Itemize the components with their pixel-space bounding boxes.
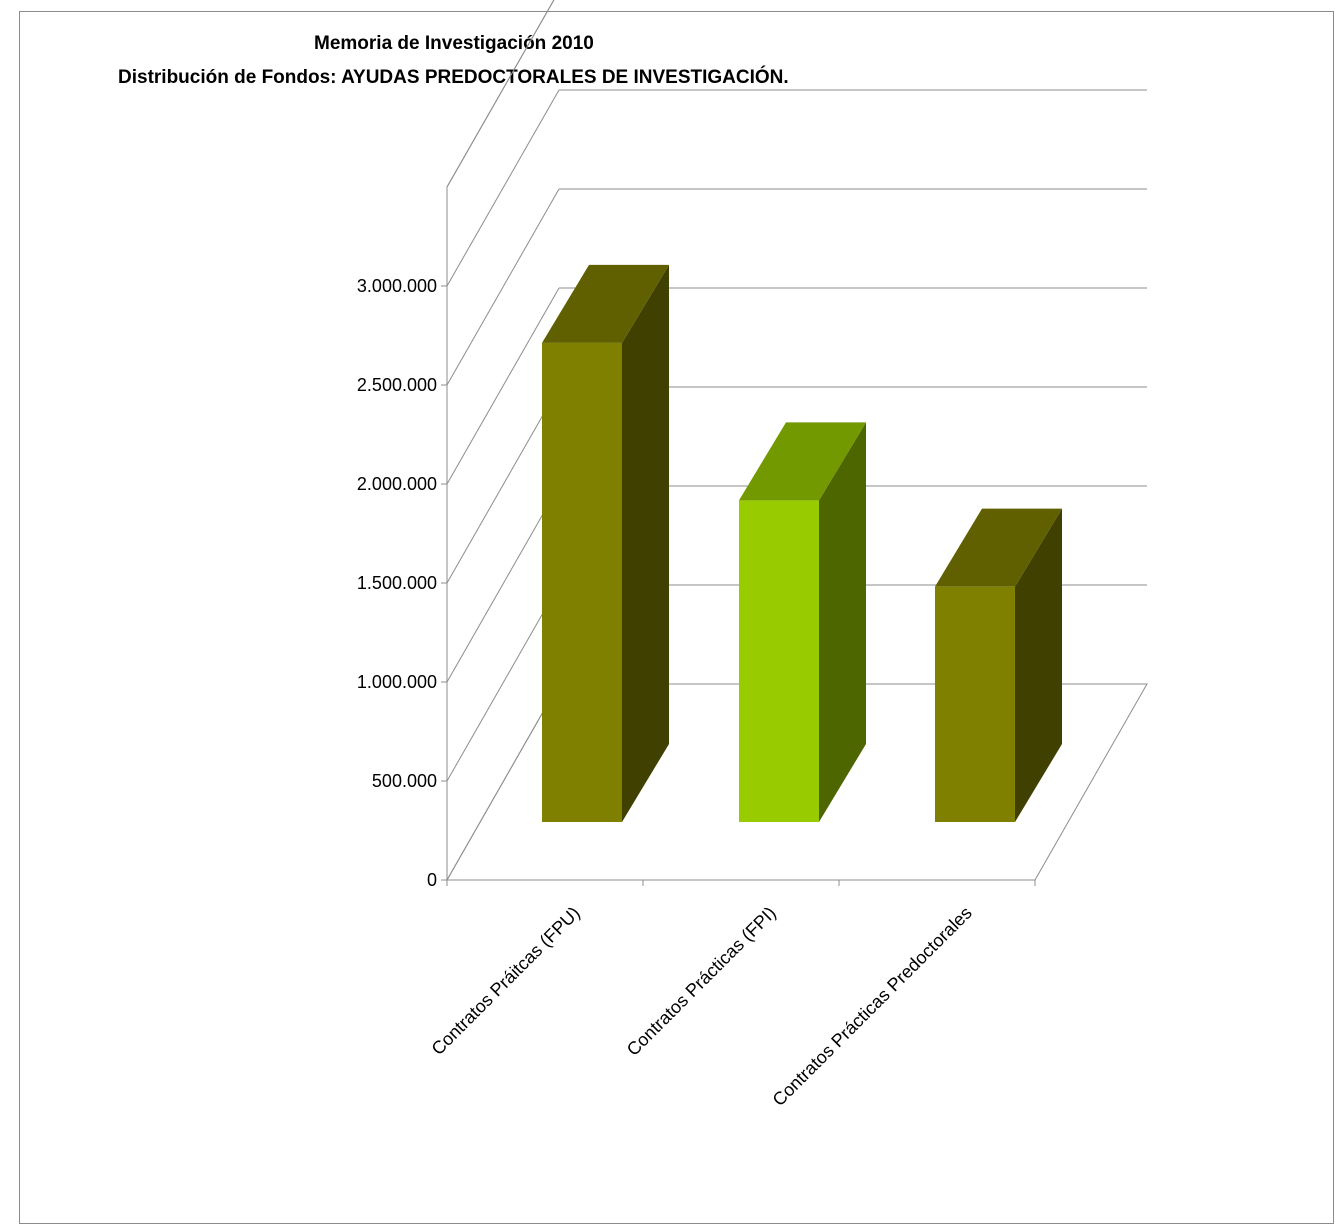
bar-top [739,422,866,501]
bar-front [739,500,819,822]
gridline-diagonal [446,188,560,386]
gridline-diagonal [446,683,560,881]
chart-subtitle: Distribución de Fondos: AYUDAS PREDOCTOR… [118,67,789,88]
x-axis-ticks: Contratos Práitcas (FPU) Contratos Prácti… [428,880,1036,1110]
bar-front [542,342,622,822]
gridline-diagonal [446,89,560,287]
gridline-diagonal [446,287,560,485]
gridline-diagonal [446,485,560,683]
chart-frame [19,11,1334,1224]
x-category-label: Contratos Práitcas (FPU) [428,903,584,1059]
y-tick-label: 0 [427,870,437,890]
bar-side [819,422,866,822]
bar-top [935,508,1062,587]
bar-side [622,264,669,822]
y-tick-label: 1.500.000 [357,573,437,593]
x-category-label: Contratos Prácticas (FPI) [623,903,780,1060]
x-category-label: Contratos Prácticas Predoctorales [769,903,976,1110]
chart-title: Memoria de Investigación 2010 [314,33,594,54]
bar-top [542,264,669,343]
y-tick-label: 500.000 [372,771,437,791]
bar-front [935,586,1015,822]
gridline-diagonal [446,584,560,782]
y-tick-label: 1.000.000 [357,672,437,692]
gridline-diagonal [446,386,560,584]
bars [542,264,1062,822]
gridline-diagonal [446,0,555,188]
bar-side [1015,508,1062,822]
y-tick-label: 3.000.000 [357,276,437,296]
y-tick-label: 2.000.000 [357,474,437,494]
y-tick-label: 2.500.000 [357,375,437,395]
y-axis-ticks: 0 500.000 1.000.000 1.500.000 2.000.000 2.500… [357,276,447,890]
gridline-diagonal [446,0,555,188]
